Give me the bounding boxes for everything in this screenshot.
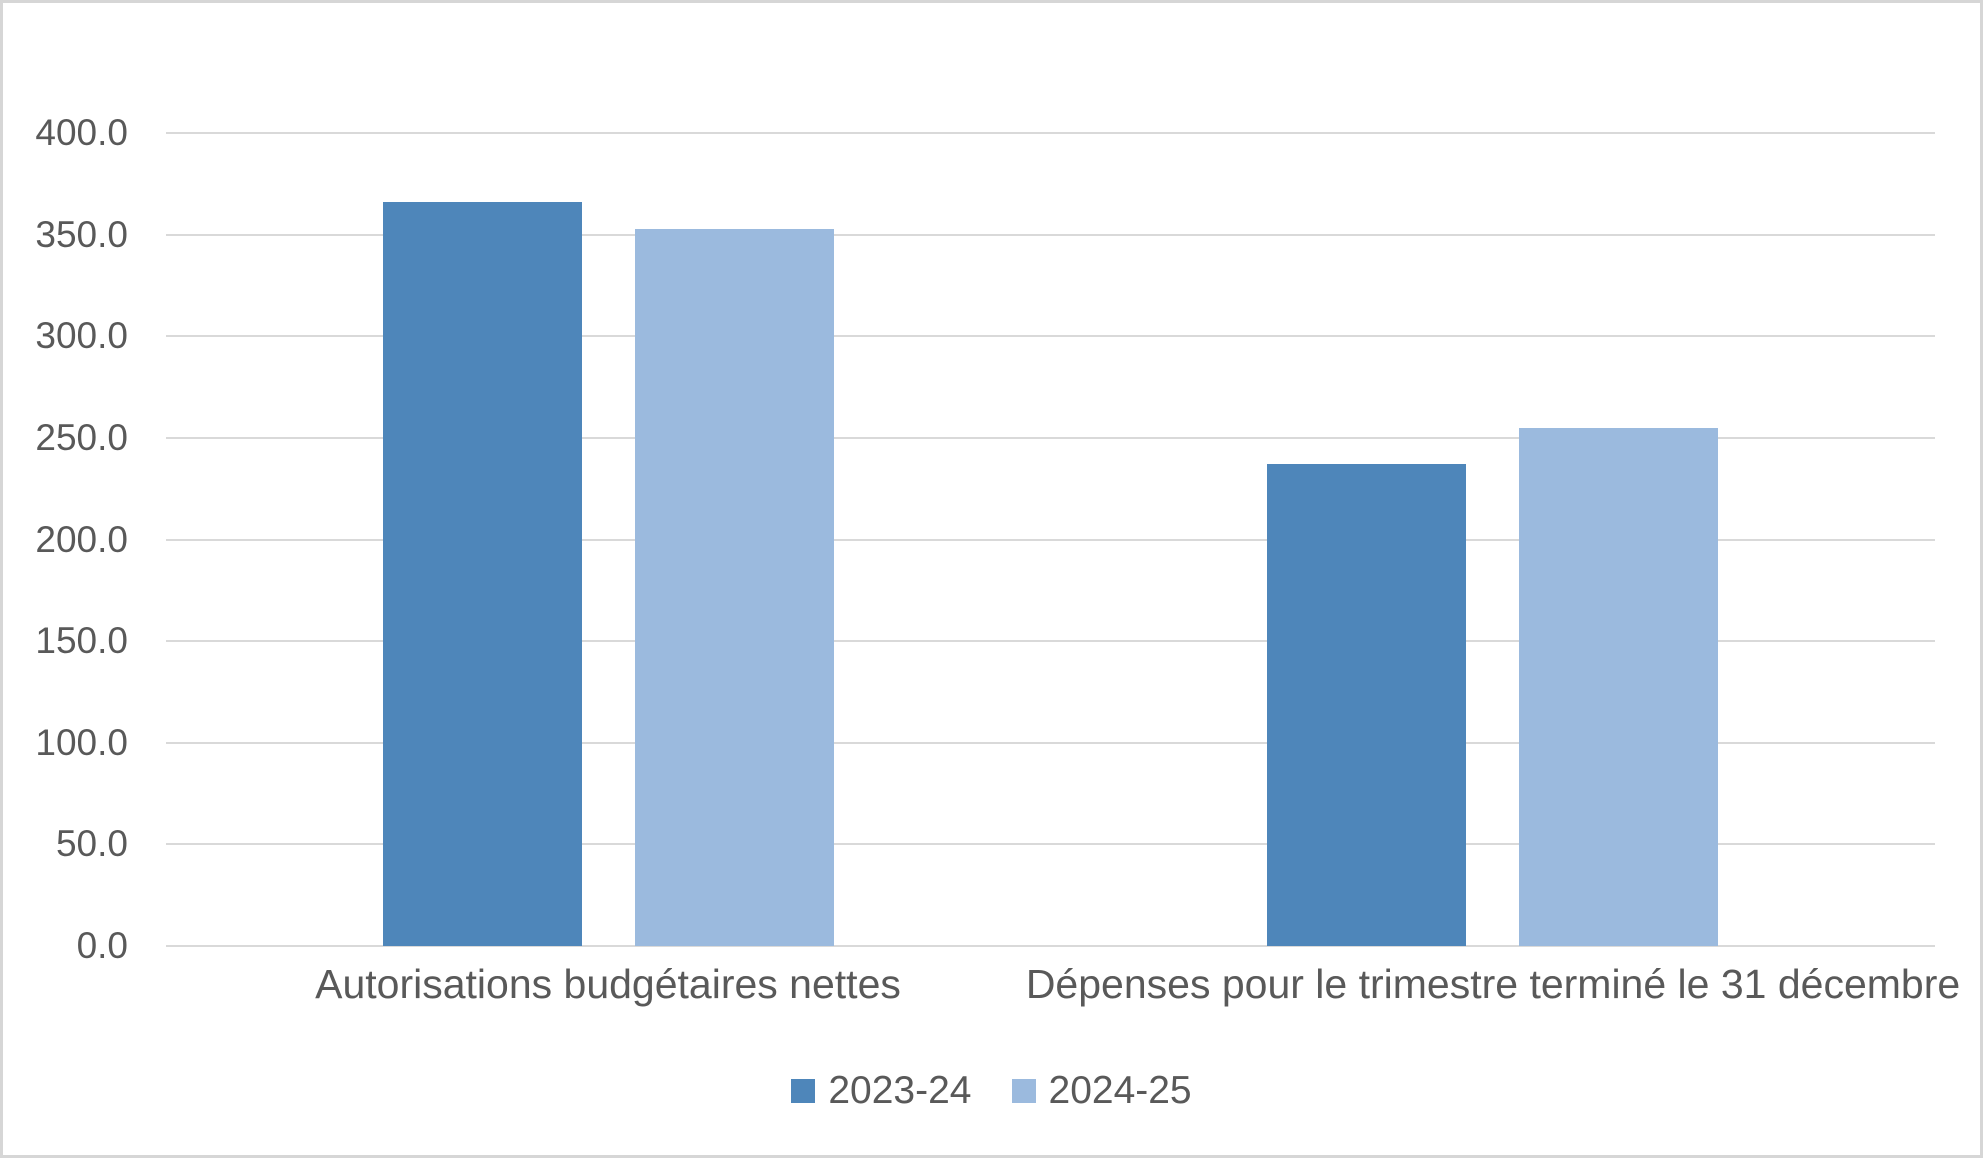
legend-item-2023-24: 2023-24	[791, 1067, 972, 1115]
gridline	[166, 335, 1935, 338]
gridline	[166, 741, 1935, 744]
y-axis-tick-label: 350.0	[35, 213, 128, 255]
legend-swatch-2023-24	[791, 1079, 816, 1103]
y-axis-tick-label: 200.0	[35, 518, 128, 560]
gridline	[166, 436, 1935, 439]
y-axis-tick-label: 100.0	[35, 721, 128, 763]
bar-2023-24-cat0	[382, 202, 582, 946]
gridline	[166, 640, 1935, 643]
gridline	[166, 132, 1935, 134]
category-label-autorisations: Autorisations budgétaires nettes	[315, 961, 901, 1007]
y-axis-tick-label: 150.0	[35, 620, 128, 662]
legend-swatch-2024-25	[1011, 1079, 1036, 1103]
legend-label-2024-25: 2024-25	[1048, 1069, 1192, 1112]
legend-item-2024-25: 2024-25	[1011, 1067, 1192, 1115]
y-axis-tick-label: 300.0	[35, 315, 128, 357]
gridline	[166, 233, 1935, 236]
y-axis-tick-label: 0.0	[76, 925, 128, 966]
gridline	[166, 843, 1935, 846]
gridline	[166, 945, 1935, 947]
bar-2023-24-cat1	[1267, 464, 1467, 946]
y-axis-tick-label: 250.0	[35, 416, 128, 458]
bar-2024-25-cat1	[1519, 427, 1719, 946]
y-axis-tick-label: 400.0	[35, 112, 128, 153]
gridline	[166, 538, 1935, 541]
legend-label-2023-24: 2023-24	[828, 1069, 972, 1112]
bar-2024-25-cat0	[634, 228, 834, 946]
category-label-depenses: Dépenses pour le trimestre terminé le 31…	[1025, 961, 1961, 1007]
y-axis-tick-label: 50.0	[55, 823, 128, 865]
legend: 2023-24 2024-25	[3, 1067, 1980, 1115]
